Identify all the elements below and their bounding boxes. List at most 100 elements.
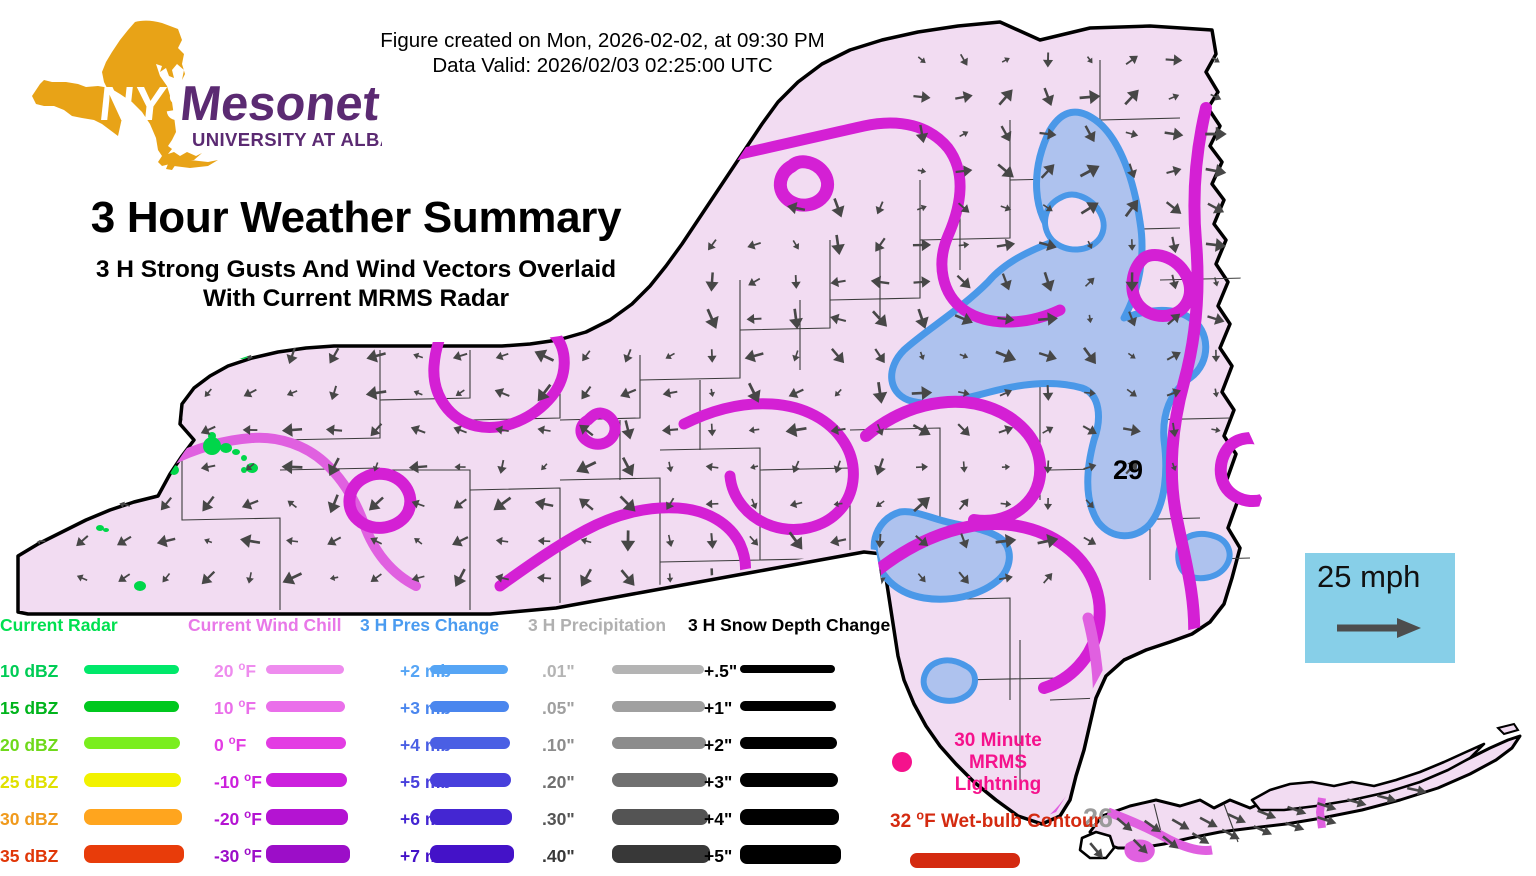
wind-vector-arrow <box>534 497 554 511</box>
wind-vector-arrow <box>204 538 213 545</box>
wind-vector-arrow <box>918 351 925 361</box>
wind-vector-arrow <box>1211 349 1221 363</box>
wind-vector-arrow <box>1038 349 1057 362</box>
figure-created-line: Figure created on Mon, 2026-02-02, at 09… <box>380 29 825 52</box>
wind-vector-arrow <box>372 462 380 472</box>
legend-column-title-0: Current Radar <box>0 615 118 635</box>
wind-vector-arrow <box>621 420 635 440</box>
wind-vector-arrow <box>1079 89 1101 105</box>
wind-vector-arrow <box>747 568 761 588</box>
wind-vector-arrow <box>452 351 468 361</box>
legend-item-label: 10 oF <box>214 698 257 718</box>
wind-vector-arrow <box>1205 126 1227 142</box>
legend-item-swatch <box>740 737 837 749</box>
wind-vector-arrow <box>368 496 384 511</box>
legend-item-swatch <box>612 700 705 712</box>
legend-item-swatch <box>740 665 835 673</box>
wind-vector-arrow <box>915 462 928 472</box>
legend-item-label: +1" <box>704 698 733 718</box>
wind-vector-arrow <box>1079 164 1100 178</box>
wind-vector-arrow <box>35 462 46 471</box>
wind-vector-arrow <box>789 499 803 509</box>
wind-vector-arrow <box>958 241 970 249</box>
legend-item-label: -10 oF <box>214 772 262 792</box>
wind-vector-arrow <box>915 535 929 547</box>
wind-vector-arrow <box>1082 425 1097 435</box>
wind-vector-arrow <box>1125 129 1139 139</box>
wind-vector-arrow <box>1205 238 1227 252</box>
wind-vector-arrow <box>912 424 931 436</box>
wind-vector-arrow <box>661 424 679 436</box>
legend-item-swatch <box>740 809 839 825</box>
wind-vector-arrow <box>705 462 719 472</box>
wind-vector-arrow <box>1085 499 1094 509</box>
wind-vector-arrow <box>1124 89 1139 106</box>
wind-vector-arrow <box>77 426 88 434</box>
legend-item-label: +4" <box>704 809 733 829</box>
wind-vector-arrow <box>117 535 132 546</box>
wind-vector-arrow <box>1221 828 1240 840</box>
legend-item-label: .20" <box>542 772 575 792</box>
wind-vector-arrow <box>495 536 509 546</box>
wind-vector-arrow <box>959 53 968 66</box>
logo-svg: NYS Mesonet UNIVERSITY AT ALBANY <box>32 20 420 170</box>
wind-vector-arrow <box>1212 277 1220 287</box>
wind-vector-arrow <box>915 124 929 144</box>
nyc-wind-chill-blob <box>1124 839 1155 863</box>
wind-vector-arrow <box>200 425 216 435</box>
wind-vector-arrow <box>915 308 929 329</box>
wind-vector-arrow <box>286 347 298 365</box>
wind-vector-arrow <box>995 349 1017 363</box>
legend-item-swatch <box>266 809 348 825</box>
wind-vector-arrow <box>875 237 886 252</box>
wind-vector-arrow <box>119 464 129 471</box>
legend-item-swatch <box>84 845 184 863</box>
pres-region-east-edge <box>1175 530 1233 582</box>
wind-vector-arrow <box>831 234 845 256</box>
wind-vector-arrow <box>580 537 592 545</box>
pres-region-north <box>888 108 1210 540</box>
wind-vector-arrow <box>957 423 970 436</box>
wind-vector-arrow <box>1000 500 1012 508</box>
wind-vector-arrow <box>830 535 847 547</box>
wind-vector-arrow <box>329 574 339 582</box>
wind-vector-arrow <box>35 499 46 508</box>
wind-vector-arrow <box>666 497 675 510</box>
pres-change-regions <box>870 108 1233 704</box>
wind-vector-arrow <box>246 572 254 584</box>
wind-vector-arrow <box>71 460 93 475</box>
lightning-dot-icon <box>892 752 912 772</box>
legend-item-label: 15 dBZ <box>0 698 59 718</box>
wind-vector-arrow <box>160 463 172 471</box>
wind-vector-arrow <box>1257 809 1277 820</box>
wind-vector-arrow <box>707 349 717 363</box>
wind-vector-arrow <box>1210 93 1222 101</box>
legend-item-label: 35 dBZ <box>0 846 59 866</box>
wind-chill-ring-2 <box>343 467 417 534</box>
legend-item-swatch <box>84 664 179 674</box>
wind-vector-arrow <box>619 495 636 512</box>
wind-vector-arrow <box>366 349 386 363</box>
wind-vector-arrow <box>370 573 382 582</box>
wind-vector-arrow <box>204 388 212 398</box>
legend-column-title-4: 3 H Snow Depth Change <box>688 615 891 635</box>
legend-item-swatch <box>84 700 179 712</box>
li-wind-chill-contour <box>1315 797 1326 829</box>
pres-region-hole-1 <box>1042 191 1107 253</box>
wind-chill-contour-north <box>706 117 1066 328</box>
wind-vector-arrow <box>328 457 341 476</box>
lightning-legend-label: 30 Minute MRMS Lightning <box>954 730 1042 795</box>
wind-vector-arrow <box>874 569 886 587</box>
wind-vector-arrow <box>958 571 969 584</box>
wind-vector-arrow <box>621 457 635 477</box>
wind-vector-arrow <box>242 425 258 435</box>
wind-vector-arrow <box>791 275 801 289</box>
wind-vector-arrow <box>1083 536 1097 546</box>
wind-vector-arrow <box>1127 352 1136 359</box>
wind-vector-arrow <box>113 385 135 401</box>
wind-vector-arrow <box>327 536 342 546</box>
wind-vector-arrow <box>243 388 257 398</box>
wind-vector-arrow <box>750 498 758 510</box>
wind-vector-arrow <box>830 276 846 288</box>
wind-vector-arrow <box>834 388 842 397</box>
